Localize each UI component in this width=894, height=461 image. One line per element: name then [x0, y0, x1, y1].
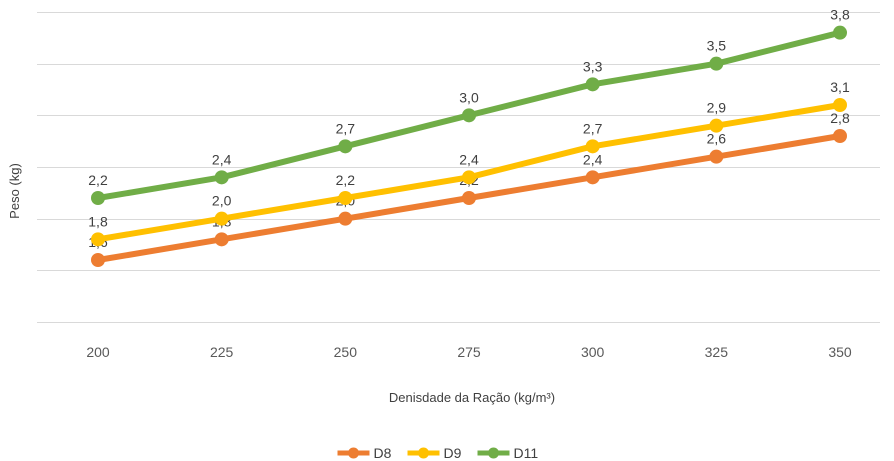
data-label: 2,4 — [459, 151, 479, 167]
x-tick-label: 250 — [334, 344, 358, 360]
legend-label: D11 — [514, 445, 539, 461]
data-label: 3,0 — [459, 89, 479, 105]
data-point — [585, 170, 600, 185]
data-point — [462, 170, 476, 185]
data-point — [833, 25, 847, 40]
data-point — [833, 129, 847, 143]
data-label: 1,8 — [88, 213, 108, 229]
x-tick-label: 200 — [86, 344, 110, 360]
series-d8: 1,61,82,02,22,42,62,8 — [88, 110, 850, 267]
data-label: 2,6 — [707, 131, 727, 147]
legend: D8 D9 D11 — [337, 445, 539, 461]
data-label: 2,4 — [212, 151, 232, 167]
data-point — [91, 232, 105, 247]
x-tick-label: 300 — [581, 344, 605, 360]
legend-swatch-marker — [488, 447, 499, 459]
data-point — [338, 139, 353, 154]
legend-label: D9 — [444, 445, 462, 461]
data-point — [338, 211, 353, 226]
data-point — [462, 191, 476, 205]
x-tick-labels: 200 225 250 275 300 325 350 — [86, 344, 852, 360]
legend-swatch-marker — [348, 447, 359, 459]
data-point — [91, 191, 105, 205]
data-label: 2,2 — [336, 172, 356, 188]
x-tick-label: 225 — [210, 344, 234, 360]
legend-item-d8: D8 — [337, 445, 392, 461]
x-tick-label: 350 — [828, 344, 852, 360]
data-point — [709, 56, 724, 71]
series-d11: 2,2 2,4 2,7 3,0 3,3 3,5 3,8 — [88, 7, 850, 205]
data-label: 2,9 — [707, 100, 727, 116]
legend-swatch-marker — [418, 447, 429, 459]
data-point — [338, 191, 353, 205]
x-axis-title: Denisdade da Ração (kg/m³) — [389, 390, 555, 405]
data-label: 2,7 — [583, 120, 603, 136]
y-axis-title: Peso (kg) — [7, 163, 22, 219]
legend-label: D8 — [374, 445, 392, 461]
x-tick-label: 325 — [705, 344, 729, 360]
data-label: 3,8 — [830, 7, 850, 23]
data-point — [709, 118, 724, 133]
data-label: 2,2 — [88, 172, 108, 188]
series-layer: 1,61,82,02,22,42,62,81,82,02,22,42,72,93… — [88, 7, 850, 267]
data-point — [585, 77, 600, 92]
data-point — [214, 211, 229, 226]
series-d9: 1,8 2,0 2,2 2,4 2,7 2,9 3,1 — [88, 79, 850, 247]
data-point — [462, 108, 476, 123]
data-point — [214, 232, 229, 247]
data-label: 2,7 — [336, 120, 356, 136]
data-point — [585, 139, 600, 154]
data-point — [214, 170, 229, 185]
legend-item-d11: D11 — [477, 445, 539, 461]
data-label: 2,0 — [212, 193, 232, 209]
x-tick-label: 275 — [457, 344, 481, 360]
data-point — [91, 253, 105, 267]
data-label: 2,4 — [583, 151, 603, 167]
data-point — [709, 149, 724, 164]
gridlines — [37, 12, 880, 323]
data-point — [833, 98, 847, 112]
data-label: 3,3 — [583, 58, 603, 74]
legend-item-d9: D9 — [407, 445, 462, 461]
data-label: 2,8 — [830, 110, 850, 126]
data-label: 3,1 — [830, 79, 850, 95]
data-label: 3,5 — [707, 38, 727, 54]
